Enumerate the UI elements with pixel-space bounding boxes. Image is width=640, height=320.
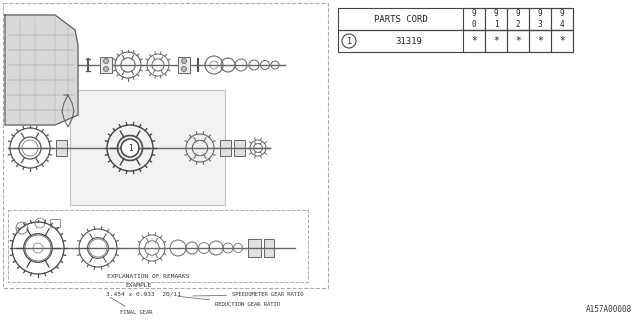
Text: *: * [471, 36, 477, 46]
Text: *: * [537, 36, 543, 46]
Bar [8, 210, 308, 282]
Text: 31319: 31319 [395, 36, 422, 45]
Text: EXAMPLE: EXAMPLE [125, 283, 151, 288]
Text: *: * [559, 36, 565, 46]
Text: REDUCTION GEAR RATIO: REDUCTION GEAR RATIO [178, 296, 280, 307]
Bar [220, 140, 231, 156]
Text: *: * [515, 36, 521, 46]
Circle shape [121, 139, 139, 157]
Circle shape [182, 59, 186, 63]
Bar [463, 8, 485, 30]
Text: 9
0: 9 0 [472, 9, 476, 29]
Text: 9
3: 9 3 [538, 9, 542, 29]
Text: EXPLANATION OF REMARKS: EXPLANATION OF REMARKS [107, 274, 189, 279]
Bar [264, 239, 274, 257]
Bar [529, 30, 551, 52]
Text: FINAL GEAR: FINAL GEAR [110, 297, 152, 316]
Bar [485, 30, 507, 52]
Bar [338, 8, 573, 30]
Circle shape [104, 59, 109, 63]
Bar [178, 57, 190, 73]
Text: PARTS CORD: PARTS CORD [374, 14, 428, 23]
Text: 9
1: 9 1 [493, 9, 499, 29]
Text: 1: 1 [346, 36, 351, 45]
Bar [507, 30, 529, 52]
Bar [100, 57, 112, 73]
Bar [551, 8, 573, 30]
Bar [485, 8, 507, 30]
Bar [234, 140, 245, 156]
Bar [338, 30, 573, 52]
Bar [3, 3, 328, 288]
Text: *: * [493, 36, 499, 46]
Circle shape [182, 67, 186, 71]
Bar [70, 90, 225, 205]
Text: 9
4: 9 4 [560, 9, 564, 29]
Text: SPEEDOMETER GEAR RATIO: SPEEDOMETER GEAR RATIO [193, 292, 303, 298]
Text: 1: 1 [128, 143, 132, 153]
Bar [248, 239, 261, 257]
Circle shape [104, 67, 109, 71]
Polygon shape [5, 15, 78, 125]
Bar [50, 219, 60, 227]
Bar [56, 140, 67, 156]
Bar [551, 30, 573, 52]
Text: A157A00008: A157A00008 [586, 305, 632, 314]
Text: 9
2: 9 2 [516, 9, 520, 29]
Bar [507, 8, 529, 30]
Bar [463, 30, 485, 52]
Text: 3.454 x 0.933  20/11: 3.454 x 0.933 20/11 [106, 292, 180, 297]
Bar [529, 8, 551, 30]
